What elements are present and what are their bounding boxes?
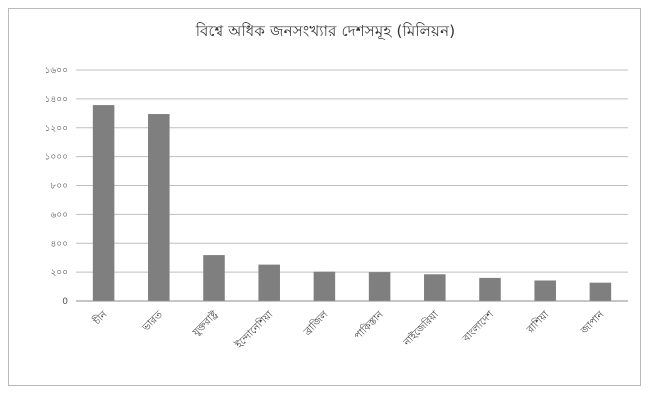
bar — [313, 271, 336, 301]
y-tick-label: ২০০ — [50, 268, 68, 278]
bar — [534, 280, 556, 301]
bar — [424, 274, 446, 301]
bar — [368, 272, 391, 301]
y-tick-label: ৬০০ — [50, 210, 68, 220]
y-tick-label: 0 — [62, 297, 68, 307]
x-category-label: পাকিস্তান — [352, 308, 386, 342]
y-tick-label: ১৪০০ — [45, 95, 68, 105]
x-category-label: ইন্দোনেশিয়া — [232, 308, 276, 352]
bar — [148, 114, 170, 301]
y-tick-label: ৪০০ — [50, 239, 68, 249]
x-category-label: নাইজেরিয়া — [400, 308, 441, 349]
bar — [92, 105, 115, 301]
y-axis-ticks: 0 ২০০ ৪০০ ৬০০ ৮০০ ১০০০ ১২০০ ১৪০০ ১৬০০ — [45, 66, 69, 307]
y-tick-label: ৮০০ — [50, 182, 68, 192]
x-category-label: ভারত — [140, 309, 165, 334]
bars — [92, 105, 612, 301]
x-category-label: ব্রাজিল — [301, 308, 331, 338]
bar — [203, 255, 225, 301]
x-axis-categories: চীন ভারত যুক্তরাষ্ট্র ইন্দোনেশিয়া ব্রাজিল পা… — [90, 307, 607, 351]
y-tick-label: ১৬০০ — [45, 66, 68, 76]
x-category-label: জাপান — [579, 309, 608, 338]
x-category-label: চীন — [90, 307, 111, 328]
bar — [258, 264, 280, 301]
x-category-label: রাশিয়া — [524, 308, 552, 336]
x-category-label: যুক্তরাষ্ট্র — [190, 308, 221, 339]
bar — [479, 277, 501, 301]
bar — [589, 282, 612, 301]
x-category-label: বাংলাদেশ — [461, 309, 497, 345]
chart-title: বিশ্বে অধিক জনসংখ্যার দেশসমূহ (মিলিয়ন) — [195, 22, 456, 40]
y-tick-label: ১২০০ — [45, 124, 68, 134]
y-tick-label: ১০০০ — [45, 153, 68, 163]
